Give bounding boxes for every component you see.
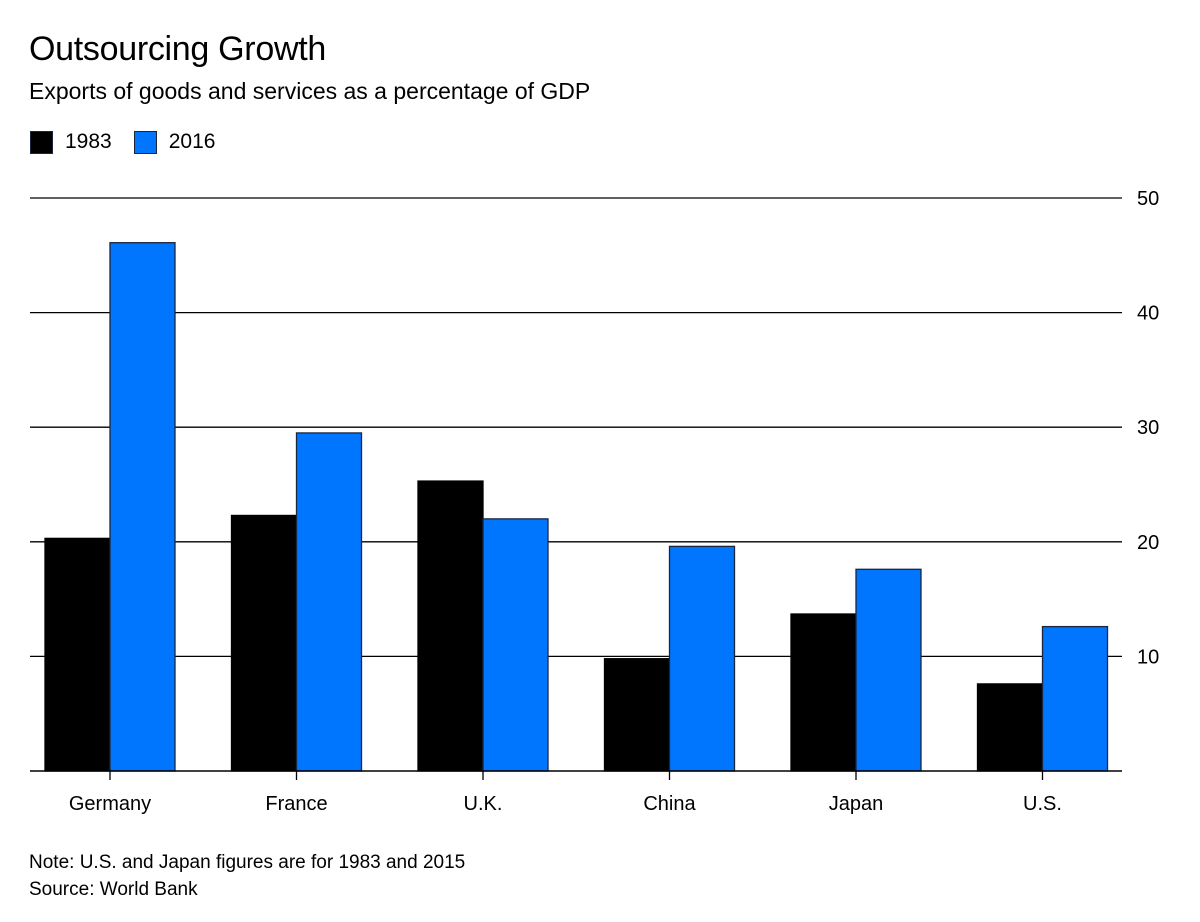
y-tick-label: 40 [1137, 303, 1159, 325]
bar-2016-china [668, 545, 736, 772]
x-tick-label: Germany [69, 793, 151, 815]
bar-1983-china [603, 658, 671, 772]
y-tick-label: 30 [1137, 417, 1159, 439]
x-tick-label: China [643, 793, 696, 815]
bar-1983-japan [790, 613, 857, 772]
y-tick-label: 20 [1137, 532, 1159, 554]
legend: 1983 2016 [30, 130, 237, 154]
chart-source: Source: World Bank [29, 879, 198, 900]
legend-swatch-2016 [133, 130, 157, 154]
bar-2016-japan [855, 568, 922, 772]
x-tick-label: U.K. [464, 793, 503, 815]
bar-1983-germany [44, 537, 111, 772]
bar-2016-uk [482, 518, 549, 772]
legend-label-2016: 2016 [168, 130, 216, 153]
x-tick-label: France [265, 793, 327, 815]
bar-1983-us [976, 683, 1044, 772]
bar-1983-uk [417, 480, 484, 772]
legend-item-2016: 2016 [133, 130, 216, 154]
legend-label-1983: 1983 [65, 130, 112, 153]
x-tick-label: Japan [829, 793, 884, 815]
bar-2016-us [1041, 625, 1109, 772]
chart-subtitle: Exports of goods and services as a perce… [29, 78, 591, 104]
chart-title: Outsourcing Growth [29, 30, 326, 68]
chart-note: Note: U.S. and Japan figures are for 198… [29, 852, 466, 873]
y-tick-label: 10 [1137, 646, 1159, 668]
legend-swatch-1983 [30, 130, 53, 154]
x-tick-label: U.S. [1023, 793, 1062, 815]
y-tick-label: 50 [1137, 188, 1159, 210]
bar-1983-france [230, 514, 298, 772]
bar-2016-germany [109, 242, 176, 772]
legend-item-1983: 1983 [30, 130, 112, 154]
bar-2016-france [295, 432, 363, 772]
chart-footer: Note: U.S. and Japan figures are for 198… [29, 849, 465, 903]
